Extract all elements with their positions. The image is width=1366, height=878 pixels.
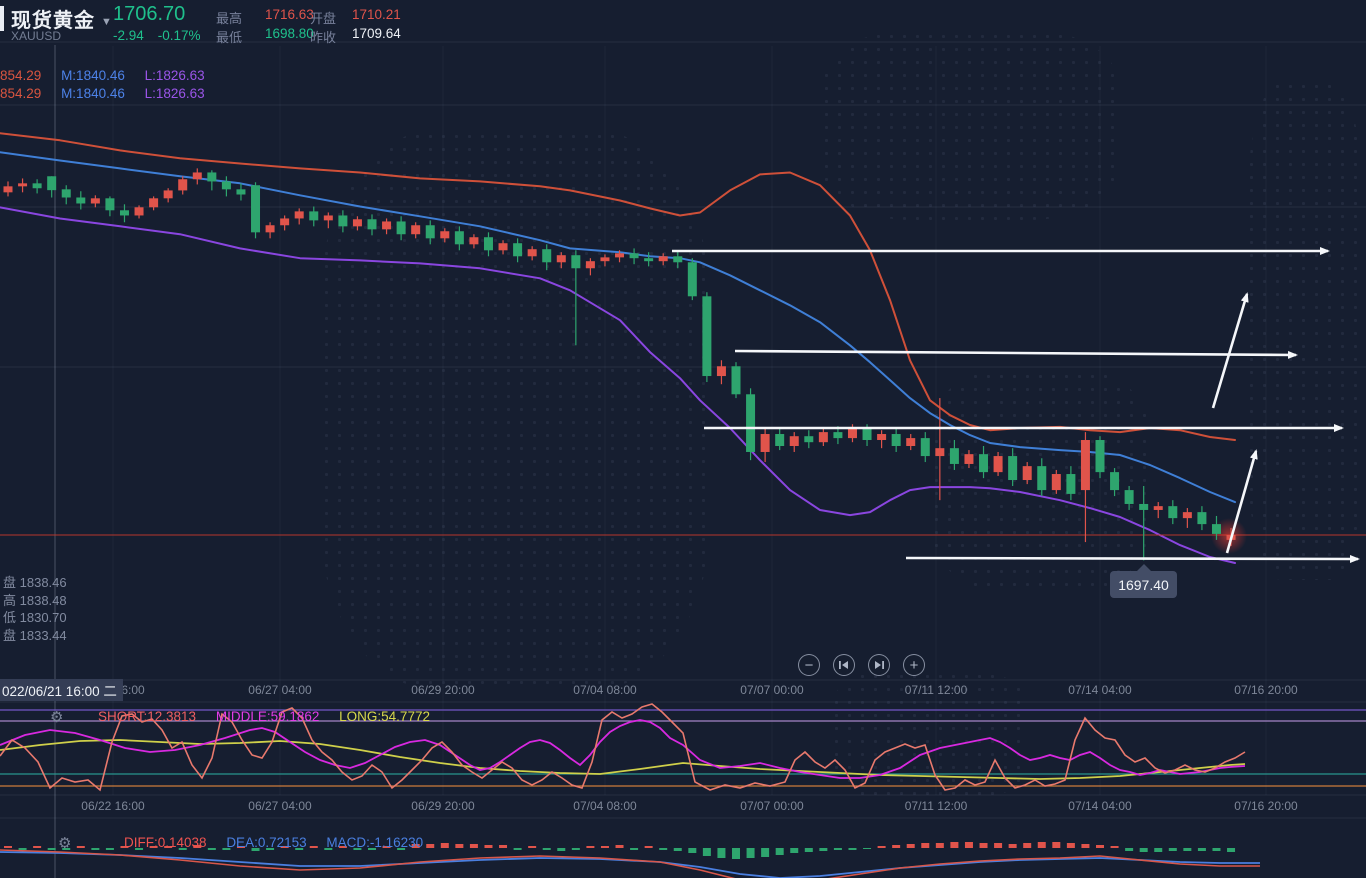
stat-open-value: 1710.21 (352, 7, 401, 22)
band-middle (0, 151, 1236, 504)
change-value: -2.94 (113, 28, 144, 43)
boll-high: 854.29 (0, 86, 42, 101)
band-lower (0, 206, 1236, 564)
symbol-selector[interactable]: 现货黄金 ▼ (11, 4, 113, 33)
skip-to-start-button[interactable] (833, 654, 855, 676)
ohlc-low: 低 1830.70 (3, 610, 67, 626)
bollinger-bands (0, 132, 1236, 564)
plus-icon: + (909, 656, 919, 674)
stat-high-label: 最高 (216, 11, 243, 26)
stat-prevclose-value: 1709.64 (352, 26, 401, 41)
macd-diff-value: DIFF:0.14038 (124, 835, 207, 850)
macd-labels: DIFF:0.14038 DEA:0.72153 MACD:-1.16230 (124, 835, 439, 850)
zoom-in-button[interactable]: + (903, 654, 925, 676)
last-price: 1706.70 (113, 3, 186, 25)
candlestick-series (3, 168, 1236, 561)
time-axis-label: 06/22 16:00 (81, 799, 145, 813)
boll-lower: L:1826.63 (144, 86, 205, 101)
macd-settings-gear-icon[interactable]: ⚙ (58, 835, 72, 852)
time-axis-label: 07/07 00:00 (740, 799, 804, 813)
kdj-settings-gear-icon[interactable]: ⚙ (50, 709, 64, 726)
low-price-tooltip: 1697.40 (1110, 564, 1177, 598)
macd-dif-line (0, 849, 1260, 878)
time-axis-label: 07/04 08:00 (573, 683, 637, 697)
symbol-code: XAUUSD (11, 29, 62, 43)
stat-prevclose-label: 昨收 (310, 30, 337, 45)
kdj-middle-value: MIDDLE:59.1862 (215, 709, 320, 724)
ohlc-high: 高 1838.48 (3, 592, 67, 608)
price-change: -2.94 -0.17% (113, 28, 215, 43)
stat-open-label: 开盘 (310, 11, 337, 26)
time-axis-label: 06/29 20:00 (411, 683, 475, 697)
time-axis-label: 07/14 04:00 (1068, 683, 1132, 697)
crosshair-ohlc-readout: 盘 1838.46 高 1838.48 低 1830.70 盘 1833.44 (3, 574, 67, 644)
time-axis-label: 07/04 08:00 (573, 799, 637, 813)
chevron-down-icon: ▼ (101, 16, 113, 28)
zoom-out-button[interactable]: − (798, 654, 820, 676)
time-axis-label: 07/16 20:00 (1234, 683, 1298, 697)
boll-middle: M:1840.46 (61, 86, 125, 101)
boll-middle: M:1840.46 (61, 68, 125, 83)
time-axis-label: 07/16 20:00 (1234, 799, 1298, 813)
macd-macd-value: MACD:-1.16230 (326, 835, 424, 850)
change-percent: -0.17% (157, 28, 201, 43)
minus-icon: − (804, 656, 814, 674)
kdj-labels: SHORT:12.3813 MIDDLE:59.1862 LONG:54.777… (98, 709, 446, 724)
symbol-name: 现货黄金 (11, 10, 95, 32)
kdj-panel (0, 703, 1366, 792)
header-accent-bar (0, 6, 4, 31)
kdj-short-value: SHORT:12.3813 (98, 709, 197, 724)
skip-end-icon (875, 661, 884, 669)
time-axis-label: 06/27 04:00 (248, 799, 312, 813)
macd-dea-line (0, 851, 1260, 878)
skip-to-end-button[interactable] (868, 654, 890, 676)
gridlines (0, 41, 1366, 819)
time-axis-label: 06/27 04:00 (248, 683, 312, 697)
kdj-middle-line (0, 719, 1246, 779)
kdj-long-line (0, 739, 1246, 780)
stat-low-label: 最低 (216, 30, 243, 45)
time-axis-label: 07/07 00:00 (740, 683, 804, 697)
stat-high-value: 1716.63 (265, 7, 314, 22)
kdj-long-value: LONG:54.7772 (339, 709, 430, 724)
time-axis-label: 07/11 12:00 (904, 799, 968, 813)
skip-start-icon (839, 661, 848, 669)
time-axis-label: 07/11 12:00 (904, 683, 968, 697)
time-axis-sub: 06/22 16:00 06/27 04:00 06/29 20:00 07/04 0… (0, 796, 1366, 818)
ohlc-close: 盘 1833.44 (3, 627, 67, 643)
boll-high: 854.29 (0, 68, 42, 83)
crosshair-date-tooltip: 022/06/21 16:00 二 (0, 679, 123, 701)
kdj-short-line (0, 703, 1246, 792)
stat-low-value: 1698.80 (265, 26, 314, 41)
boll-lower: L:1826.63 (144, 68, 205, 83)
boll-values-row: 854.29 M:1840.46 L:1826.63 (0, 68, 221, 83)
drawn-arrows[interactable] (672, 247, 1360, 563)
macd-dea-value: DEA:0.72153 (226, 835, 307, 850)
time-axis-label: 07/14 04:00 (1068, 799, 1132, 813)
boll-values-row: 854.29 M:1840.46 L:1826.63 (0, 86, 221, 101)
time-axis-label: 06/29 20:00 (411, 799, 475, 813)
macd-panel (0, 842, 1260, 878)
ohlc-open: 盘 1838.46 (3, 575, 67, 590)
